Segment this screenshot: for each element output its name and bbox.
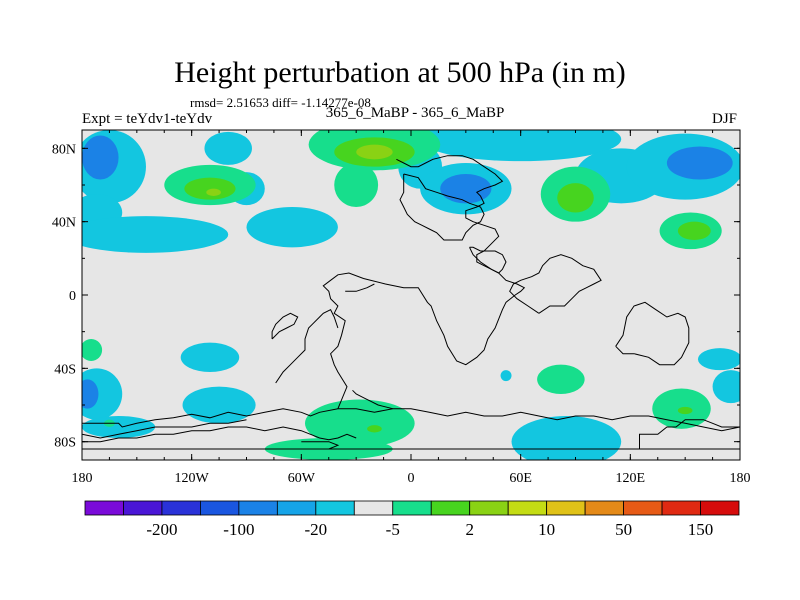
contour-region-1: [82, 135, 119, 180]
contour-region-39: [677, 406, 693, 415]
y-tick-label-4: 80S: [54, 436, 76, 451]
coastline-0: [82, 408, 740, 432]
contour-region-22: [500, 370, 512, 382]
contour-region-18: [82, 416, 156, 438]
x-tick-label-3: 0: [408, 471, 415, 486]
colorbar-label-4: 2: [465, 520, 474, 539]
colorbar-box-3: [200, 500, 240, 516]
contour-region-3: [82, 216, 229, 253]
contour-region-20: [697, 348, 740, 371]
coastline-14: [469, 246, 507, 274]
y-tick-label-2: 0: [69, 289, 76, 304]
colorbar-label-0: -200: [146, 520, 177, 539]
contour-region-37: [677, 221, 711, 240]
contour-region-21: [712, 370, 740, 404]
contour-region-38: [367, 425, 382, 433]
contour-region-17: [182, 386, 256, 424]
coastline-6: [322, 155, 526, 409]
colorbar: -200 -100 -20 -5 2 10 50 150: [84, 500, 740, 539]
x-tick-label-4: 60E: [509, 471, 532, 486]
colorbar-box-10: [469, 500, 509, 516]
contour-region-41: [206, 188, 221, 196]
colorbar-label-7: 150: [688, 520, 714, 539]
contour-region-10: [420, 130, 622, 162]
coastline-8: [275, 309, 339, 384]
contour-fill-layer: [82, 130, 740, 460]
coastline-9: [271, 312, 299, 340]
contour-region-6: [204, 131, 252, 165]
colorbar-box-11: [507, 500, 548, 516]
y-tick-label-1: 40N: [52, 216, 76, 231]
x-tick-label-1: 120W: [175, 471, 210, 486]
contour-region-40: [356, 144, 393, 160]
colorbar-label-3: -5: [386, 520, 400, 539]
contour-region-14: [180, 342, 240, 373]
x-tick-label-2: 60W: [288, 471, 316, 486]
contour-region-9: [440, 174, 492, 204]
contour-region-24: [334, 163, 379, 207]
contour-region-16: [82, 379, 99, 409]
colorbar-box-16: [700, 500, 740, 516]
chart-title: Height perturbation at 500 hPa (in m): [174, 56, 626, 89]
contour-region-33: [82, 339, 103, 361]
coastline-11: [615, 301, 690, 366]
colorbar-box-4: [238, 500, 278, 516]
coastline-10: [345, 283, 375, 292]
colorbar-label-5: 10: [538, 520, 555, 539]
coastline-12: [509, 254, 602, 314]
coastline-3: [82, 419, 247, 439]
colorbar-box-14: [623, 500, 663, 516]
colorbar-box-12: [546, 500, 586, 516]
colorbar-box-6: [315, 500, 355, 516]
coastline-13: [399, 173, 485, 241]
colorbar-label-1: -100: [223, 520, 254, 539]
left-label: Expt = teYdv1-teYdv: [82, 111, 213, 127]
colorbar-label-2: -20: [304, 520, 327, 539]
y-axis: 80N 40N 0 40S 80S: [52, 142, 740, 451]
coastline-layer: [82, 155, 740, 450]
colorbar-box-15: [661, 500, 701, 516]
season-label: DJF: [712, 111, 738, 127]
contour-region-4: [246, 207, 338, 248]
y-tick-label-3: 40S: [54, 362, 76, 377]
colorbar-box-5: [276, 500, 317, 516]
y-tick-label-0: 80N: [52, 142, 76, 157]
coastline-4: [301, 441, 340, 450]
coastline-1: [82, 426, 357, 443]
contour-region-13: [666, 146, 733, 180]
x-tick-label-0: 180: [72, 471, 93, 486]
coastline-7: [352, 389, 393, 410]
colorbar-box-9: [430, 500, 471, 516]
colorbar-box-2: [161, 500, 201, 516]
colorbar-box-1: [123, 500, 163, 516]
x-tick-label-6: 180: [730, 471, 751, 486]
x-axis: 180 120W 60W 0 60E 120E 180: [72, 130, 751, 486]
colorbar-box-7: [353, 500, 394, 516]
colorbar-label-6: 50: [615, 520, 632, 539]
contour-region-30: [537, 364, 585, 395]
center-label: 365_6_MaBP - 365_6_MaBP: [325, 105, 505, 121]
stats-text: rmsd= 2.51653 diff= -1.14277e-08: [190, 95, 371, 110]
contour-region-36: [557, 183, 594, 213]
colorbar-box-8: [392, 500, 432, 516]
colorbar-box-0: [84, 500, 124, 516]
contour-region-28: [304, 399, 415, 448]
colorbar-box-13: [584, 500, 624, 516]
x-tick-label-5: 120E: [616, 471, 646, 486]
contour-region-35: [184, 177, 236, 200]
coastline-5: [639, 419, 740, 449]
